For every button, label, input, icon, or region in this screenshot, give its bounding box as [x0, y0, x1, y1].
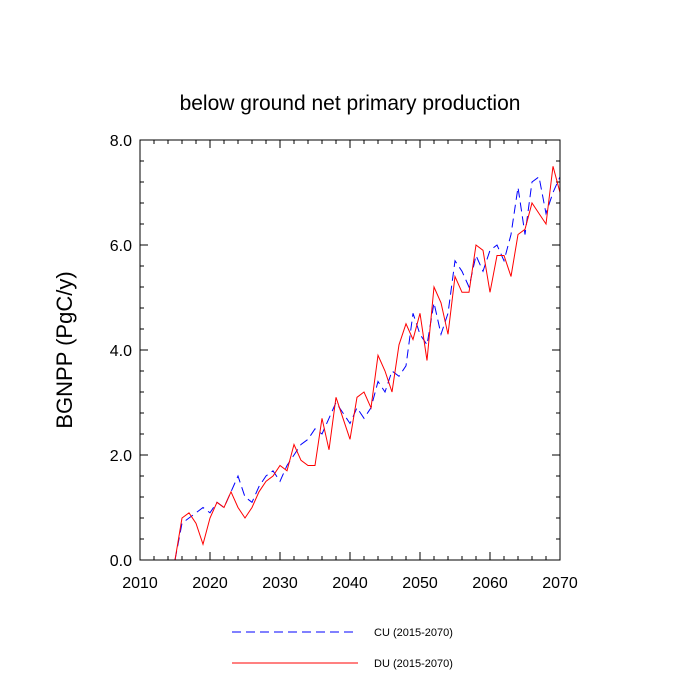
y-tick-label: 4.0 [110, 343, 132, 360]
x-tick-label: 2010 [122, 575, 158, 592]
x-tick-label: 2060 [472, 575, 508, 592]
x-tick-label: 2050 [402, 575, 438, 592]
x-tick-label: 2020 [192, 575, 228, 592]
y-tick-label: 2.0 [110, 448, 132, 465]
legend-label: CU (2015-2070) [374, 627, 453, 639]
series-layer [174, 166, 561, 561]
x-tick-label: 2040 [332, 575, 368, 592]
y-tick-label: 6.0 [110, 238, 132, 255]
axis-ticks: 2010 2020 2030 2040 2050 2060 2070 0.0 2.0 4.0 6.0… [110, 133, 578, 592]
x-tick-label: 2030 [262, 575, 298, 592]
y-axis-label: BGNPP (PgC/y) [52, 271, 77, 428]
chart-title: below ground net primary production [180, 92, 521, 115]
series-line-du [174, 166, 561, 561]
y-tick-label: 0.0 [110, 553, 132, 570]
legend: CU (2015-2070) DU (2015-2070) [232, 627, 453, 670]
y-tick-label: 8.0 [110, 133, 132, 150]
x-tick-label: 2070 [542, 575, 578, 592]
plot-frame [139, 139, 561, 561]
legend-label: DU (2015-2070) [374, 658, 453, 670]
series-line-cu [174, 175, 561, 561]
